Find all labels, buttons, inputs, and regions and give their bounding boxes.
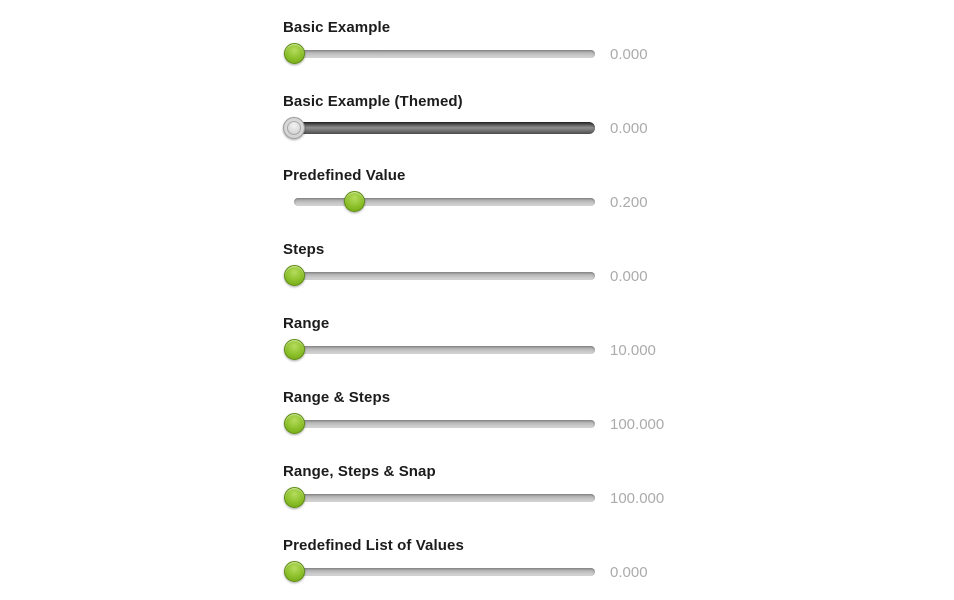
slider-track[interactable] [294, 494, 595, 502]
slider-value: 10.000 [610, 341, 656, 359]
slider-value: 0.000 [610, 45, 648, 63]
slider-value: 0.200 [610, 193, 648, 211]
slider[interactable] [283, 561, 595, 583]
slider-example: Steps 0.000 [283, 241, 664, 287]
slider[interactable] [283, 487, 595, 509]
slider-example: Range, Steps & Snap 100.000 [283, 463, 664, 509]
slider-label: Predefined List of Values [283, 537, 464, 554]
slider-label: Range & Steps [283, 389, 391, 406]
slider[interactable] [283, 117, 595, 139]
slider-example: Basic Example 0.000 [283, 19, 664, 65]
slider-value: 0.000 [610, 119, 648, 137]
slider-track[interactable] [294, 198, 595, 206]
slider-example: Predefined Value 0.200 [283, 167, 664, 213]
slider-value: 100.000 [610, 489, 665, 507]
slider-track[interactable] [294, 272, 595, 280]
slider-example: Range & Steps 100.000 [283, 389, 664, 435]
slider-row: 100.000 [283, 413, 665, 435]
slider-row: 0.000 [283, 265, 664, 287]
slider[interactable] [283, 43, 595, 65]
slider-handle[interactable] [283, 117, 305, 139]
slider-label: Basic Example (Themed) [283, 93, 463, 110]
slider-track[interactable] [294, 346, 595, 354]
slider-handle[interactable] [283, 265, 305, 286]
slider[interactable] [283, 339, 595, 361]
slider[interactable] [283, 413, 595, 435]
slider-handle[interactable] [283, 339, 305, 360]
slider-examples-list: Basic Example 0.000 Basic Example (Theme… [283, 19, 664, 600]
slider-handle[interactable] [283, 487, 305, 508]
slider-label: Steps [283, 241, 325, 258]
slider-row: 0.000 [283, 43, 664, 65]
slider-handle[interactable] [343, 191, 365, 212]
slider-handle[interactable] [283, 413, 305, 434]
slider-row: 0.200 [294, 191, 664, 213]
slider-value: 100.000 [610, 415, 665, 433]
slider[interactable] [283, 265, 595, 287]
slider-handle[interactable] [283, 561, 305, 582]
slider-track[interactable] [294, 568, 595, 576]
slider[interactable] [294, 191, 595, 213]
slider-example: Range 10.000 [283, 315, 664, 361]
slider-row: 10.000 [283, 339, 664, 361]
slider-row: 0.000 [283, 561, 664, 583]
slider-value: 0.000 [610, 267, 648, 285]
slider-example: Predefined List of Values 0.000 [283, 537, 664, 583]
slider-value: 0.000 [610, 563, 648, 581]
slider-example: Basic Example (Themed) 0.000 [283, 93, 664, 139]
slider-track[interactable] [294, 50, 595, 58]
slider-label: Basic Example [283, 19, 391, 36]
slider-row: 100.000 [283, 487, 665, 509]
slider-label: Range, Steps & Snap [283, 463, 436, 480]
slider-track[interactable] [294, 122, 595, 134]
slider-label: Predefined Value [283, 167, 406, 184]
slider-track[interactable] [294, 420, 595, 428]
slider-row: 0.000 [283, 117, 664, 139]
slider-handle[interactable] [283, 43, 305, 64]
slider-label: Range [283, 315, 330, 332]
